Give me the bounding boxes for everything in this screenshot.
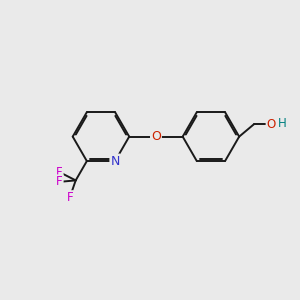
Text: O: O <box>151 130 161 143</box>
Text: O: O <box>267 118 276 131</box>
Text: H: H <box>278 117 287 130</box>
Text: N: N <box>110 154 120 168</box>
Text: F: F <box>56 176 63 188</box>
Text: F: F <box>56 166 63 178</box>
Text: F: F <box>66 191 73 204</box>
